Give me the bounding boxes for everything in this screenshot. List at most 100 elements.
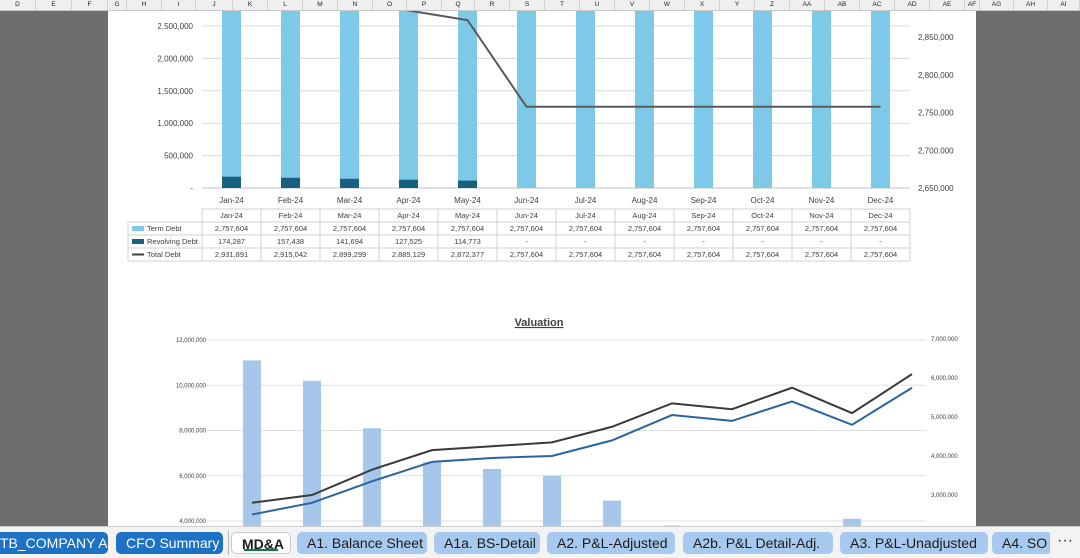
column-header-s[interactable]: S bbox=[510, 0, 545, 10]
column-header-ah[interactable]: AH bbox=[1014, 0, 1048, 10]
legend-key-1 bbox=[132, 239, 144, 244]
valuation-line-a bbox=[252, 374, 912, 503]
x-axis-tick: Jul-24 bbox=[575, 196, 597, 205]
column-header-o[interactable]: O bbox=[373, 0, 407, 10]
x-axis-tick: Feb-24 bbox=[278, 196, 304, 205]
bar-revolving-debt bbox=[281, 178, 300, 188]
table-cell: 2,757,604 bbox=[215, 224, 248, 233]
table-cell: 2,757,604 bbox=[687, 250, 720, 259]
column-header-v[interactable]: V bbox=[615, 0, 650, 10]
column-header-r[interactable]: R bbox=[475, 0, 510, 10]
x-axis-tick: Sep-24 bbox=[691, 196, 717, 205]
valuation-left-tick: 12,000,000 bbox=[176, 338, 207, 344]
column-header-y[interactable]: Y bbox=[720, 0, 755, 10]
column-header-x[interactable]: X bbox=[685, 0, 720, 10]
table-cell: 2,757,604 bbox=[687, 224, 720, 233]
column-header-n[interactable]: N bbox=[338, 0, 373, 10]
bar-term-debt bbox=[340, 11, 359, 188]
bar-term-debt bbox=[635, 11, 654, 188]
table-header-cell: Nov-24 bbox=[809, 211, 833, 220]
column-header-g[interactable]: G bbox=[108, 0, 127, 10]
table-header-cell: Mar-24 bbox=[338, 211, 362, 220]
valuation-line-b bbox=[252, 388, 912, 515]
table-header-cell: Jun-24 bbox=[515, 211, 538, 220]
sheet-tab-5[interactable]: A1a. BS-Detail bbox=[434, 532, 540, 554]
sheet-tab-2[interactable]: CFO Summary bbox=[116, 532, 223, 554]
table-cell: - bbox=[820, 237, 823, 246]
more-tabs-button[interactable]: ··· bbox=[1050, 527, 1080, 558]
table-cell: 157,438 bbox=[277, 237, 304, 246]
table-cell: 2,899,299 bbox=[333, 250, 366, 259]
column-header-ae[interactable]: AE bbox=[930, 0, 965, 10]
column-header-aa[interactable]: AA bbox=[790, 0, 825, 10]
column-header-i[interactable]: I bbox=[162, 0, 196, 10]
table-cell: 2,872,377 bbox=[451, 250, 484, 259]
table-cell: 174,287 bbox=[218, 237, 245, 246]
table-cell: 2,757,604 bbox=[864, 250, 897, 259]
left-axis-tick: 1,500,000 bbox=[157, 87, 193, 96]
valuation-bar bbox=[843, 519, 861, 526]
column-header-u[interactable]: U bbox=[580, 0, 615, 10]
column-header-z[interactable]: Z bbox=[755, 0, 790, 10]
table-cell: 2,757,604 bbox=[392, 224, 425, 233]
table-cell: - bbox=[643, 237, 646, 246]
column-header-p[interactable]: P bbox=[407, 0, 442, 10]
column-header-f[interactable]: F bbox=[72, 0, 108, 10]
valuation-left-tick: 6,000,000 bbox=[179, 474, 206, 480]
sheet-tab-1[interactable]: TB_COMPANY A bbox=[0, 532, 108, 554]
table-cell: 2,757,604 bbox=[746, 250, 779, 259]
sheet-tab-3[interactable]: MD&A bbox=[231, 532, 291, 554]
valuation-bar bbox=[363, 428, 381, 526]
left-axis-tick: 2,000,000 bbox=[157, 54, 193, 63]
left-axis-tick: 2,500,000 bbox=[157, 22, 193, 31]
column-header-d[interactable]: D bbox=[0, 0, 36, 10]
table-header-cell: Jan-24 bbox=[220, 211, 243, 220]
column-header-t[interactable]: T bbox=[545, 0, 580, 10]
bar-revolving-debt bbox=[222, 177, 241, 188]
right-axis-tick: 2,850,000 bbox=[918, 33, 954, 42]
bar-term-debt bbox=[812, 11, 831, 188]
column-header-h[interactable]: H bbox=[127, 0, 162, 10]
table-cell: 2,757,604 bbox=[746, 224, 779, 233]
column-header-af[interactable]: AF bbox=[965, 0, 980, 10]
table-header-cell: Aug-24 bbox=[632, 211, 656, 220]
column-header-ab[interactable]: AB bbox=[825, 0, 860, 10]
valuation-bar bbox=[483, 469, 501, 526]
column-header-w[interactable]: W bbox=[650, 0, 685, 10]
x-axis-tick: Apr-24 bbox=[396, 196, 421, 205]
sheet-tab-7[interactable]: A2b. P&L Detail-Adj. bbox=[683, 532, 833, 554]
right-axis-tick: 2,650,000 bbox=[918, 184, 954, 193]
table-cell: - bbox=[702, 237, 705, 246]
table-cell: 2,757,604 bbox=[451, 224, 484, 233]
valuation-right-tick: 7,000,000 bbox=[931, 337, 958, 343]
sheet-tab-4[interactable]: A1. Balance Sheet bbox=[297, 532, 427, 554]
bar-term-debt bbox=[694, 11, 713, 188]
legend-key-0 bbox=[132, 226, 144, 231]
table-header-cell: Feb-24 bbox=[279, 211, 303, 220]
charts-canvas: -500,0001,000,0001,500,0002,000,0002,500… bbox=[108, 11, 976, 526]
column-header-e[interactable]: E bbox=[36, 0, 72, 10]
sheet-tab-8[interactable]: A3. P&L-Unadjusted bbox=[840, 532, 988, 554]
table-cell: 2,757,604 bbox=[569, 224, 602, 233]
table-cell: 2,757,604 bbox=[864, 224, 897, 233]
column-header-j[interactable]: J bbox=[196, 0, 233, 10]
column-header-m[interactable]: M bbox=[303, 0, 338, 10]
column-header-k[interactable]: K bbox=[233, 0, 268, 10]
column-header-ac[interactable]: AC bbox=[860, 0, 895, 10]
sheet-tab-9[interactable]: A4. SO bbox=[992, 532, 1052, 554]
column-header-ad[interactable]: AD bbox=[895, 0, 930, 10]
column-header-l[interactable]: L bbox=[268, 0, 303, 10]
column-header-ai[interactable]: AI bbox=[1048, 0, 1080, 10]
table-cell: 2,757,604 bbox=[510, 224, 543, 233]
x-axis-tick: Oct-24 bbox=[750, 196, 775, 205]
column-header-q[interactable]: Q bbox=[442, 0, 475, 10]
table-cell: 114,773 bbox=[454, 237, 481, 246]
table-cell: 2,757,604 bbox=[805, 224, 838, 233]
sheet-tab-6[interactable]: A2. P&L-Adjusted bbox=[547, 532, 675, 554]
x-axis-tick: Jan-24 bbox=[219, 196, 244, 205]
column-header-ag[interactable]: AG bbox=[980, 0, 1014, 10]
bar-revolving-debt bbox=[340, 179, 359, 188]
table-row-label: Total Debt bbox=[147, 250, 182, 259]
left-axis-tick: 1,000,000 bbox=[157, 119, 193, 128]
